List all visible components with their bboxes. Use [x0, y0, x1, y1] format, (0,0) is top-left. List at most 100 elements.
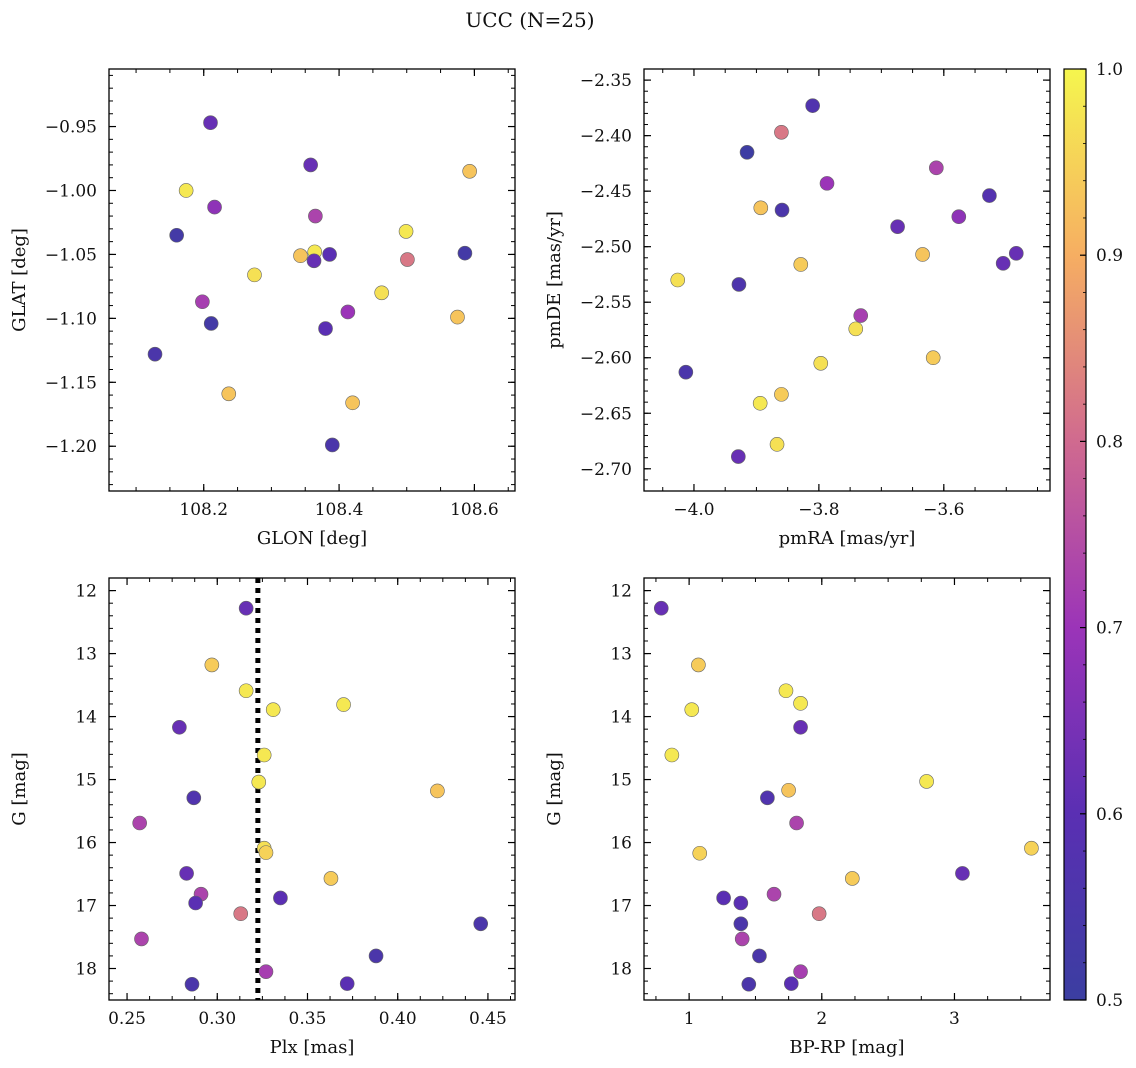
scatter-point [204, 657, 220, 673]
scatter-point [400, 252, 415, 267]
scatter-point [273, 890, 288, 906]
y-tick-label: 18 [75, 960, 97, 980]
x-tick-label: −4.0 [673, 500, 714, 520]
colorbar-tick-label: 0.9 [1096, 246, 1123, 266]
scatter-point [774, 387, 789, 402]
scatter-point [265, 702, 281, 717]
scatter-point [179, 866, 194, 881]
y-tick-label: −2.45 [580, 182, 632, 202]
x-tick-label: 108.2 [179, 500, 228, 520]
scatter-point [238, 683, 254, 699]
y-tick-label: 15 [75, 771, 97, 791]
scatter-point [169, 227, 184, 243]
scatter-point [684, 702, 700, 717]
x-tick-label: 0.45 [469, 1009, 507, 1029]
scatter-point [716, 890, 731, 906]
scatter-point [186, 790, 202, 806]
scatter-point [766, 886, 782, 902]
scatter-point [238, 600, 254, 616]
colorbar-gradient [1063, 68, 1087, 1001]
y-tick-label: 12 [610, 582, 632, 602]
scatter-point [1024, 840, 1039, 856]
scatter-point [678, 364, 694, 380]
scatter-point [733, 895, 749, 911]
scatter-point [374, 285, 389, 301]
x-tick-label: 108.6 [450, 500, 499, 520]
y-axis-label: GLAT [deg] [9, 228, 30, 332]
scatter-point [430, 783, 445, 799]
scatter-point [741, 976, 757, 992]
colorbar-tick-label: 0.8 [1096, 432, 1123, 452]
y-tick-label: −1.05 [45, 245, 97, 265]
y-tick-label: −2.35 [580, 71, 632, 91]
scatter-point [982, 188, 997, 203]
scatter-point [398, 224, 414, 239]
scatter-point [1008, 246, 1024, 261]
scatter-point [819, 176, 835, 191]
scatter-point [340, 304, 356, 320]
scatter-point [789, 815, 804, 831]
scatter-point [733, 916, 749, 932]
scatter-point [774, 125, 789, 140]
scatter-point [256, 747, 272, 763]
scatter-point [781, 782, 796, 798]
y-tick-label: −2.40 [580, 127, 632, 147]
scatter-point [653, 600, 669, 616]
scatter-point [793, 696, 808, 711]
scatter-point [734, 931, 750, 947]
scatter-point [890, 219, 905, 234]
scatter-point [178, 183, 194, 198]
scatter-point [995, 256, 1011, 271]
scatter-point [184, 976, 200, 992]
y-tick-label: −2.65 [580, 404, 632, 424]
y-axis-label: G [mag] [9, 752, 30, 825]
scatter-point [203, 115, 218, 131]
x-tick-label: 0.30 [198, 1009, 236, 1029]
scatter-point [306, 253, 322, 269]
y-axis-label: G [mag] [544, 752, 565, 825]
plot-frame [108, 68, 516, 492]
y-tick-label: 13 [610, 645, 632, 665]
scatter-point [853, 308, 869, 323]
scatter-point [783, 976, 799, 991]
y-tick-label: −2.60 [580, 349, 632, 369]
scatter-point [303, 157, 318, 173]
scatter-point [188, 895, 203, 911]
scatter-point [919, 774, 934, 789]
y-axis-label: pmDE [mas/yr] [544, 211, 565, 349]
scatter-point [462, 164, 477, 179]
scatter-point [805, 98, 820, 113]
scatter-point [324, 437, 340, 453]
y-tick-label: −0.95 [45, 118, 97, 138]
scatter-point [308, 208, 323, 224]
x-tick-label: 0.25 [108, 1009, 146, 1029]
x-tick-label: 2 [816, 1009, 827, 1029]
scatter-point [778, 683, 794, 699]
scatter-point [951, 209, 967, 224]
scatter-point [731, 449, 746, 464]
scatter-point [132, 815, 147, 831]
x-tick-label: 0.35 [289, 1009, 327, 1029]
scatter-point [925, 350, 941, 366]
scatter-point [929, 160, 944, 176]
scatter-point [323, 871, 339, 886]
scatter-point [368, 948, 384, 964]
x-axis-label: GLON [deg] [257, 528, 367, 549]
y-tick-label: 17 [75, 897, 97, 917]
x-tick-label: −3.8 [798, 500, 839, 520]
y-tick-label: −2.55 [580, 293, 632, 313]
y-tick-label: 15 [610, 771, 632, 791]
y-tick-label: 14 [75, 708, 97, 728]
scatter-point [450, 309, 465, 325]
x-axis-label: BP-RP [mag] [789, 1037, 904, 1058]
colorbar-tick-label: 0.6 [1096, 805, 1123, 825]
y-tick-label: −1.15 [45, 373, 97, 393]
y-tick-label: −2.70 [580, 460, 632, 480]
x-axis-label: pmRA [mas/yr] [779, 528, 916, 549]
y-tick-label: −2.50 [580, 238, 632, 258]
y-tick-label: 13 [75, 645, 97, 665]
scatter-point [258, 845, 274, 860]
scatter-point [915, 247, 930, 262]
